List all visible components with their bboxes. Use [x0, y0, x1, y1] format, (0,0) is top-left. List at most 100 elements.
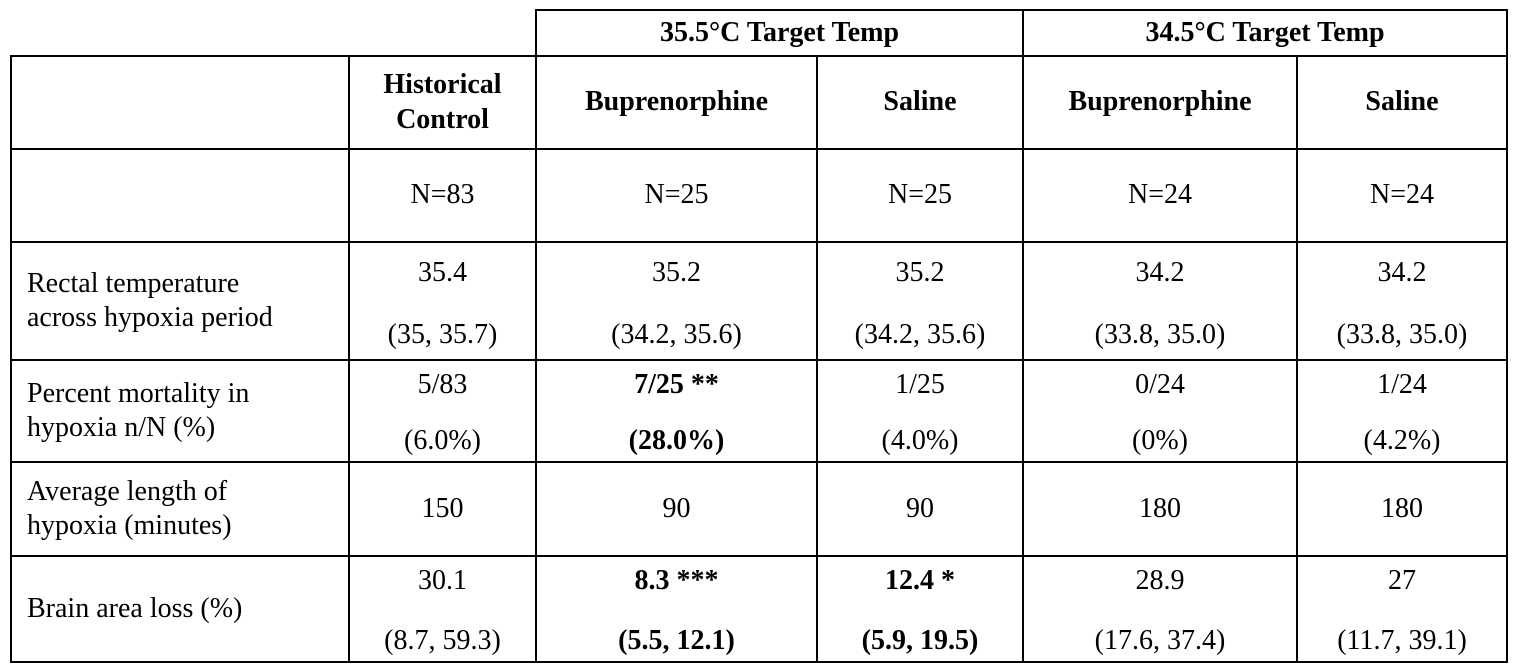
row-label-rectal-temperature: Rectal temperature across hypoxia period	[10, 242, 349, 360]
cell-value: 180	[1381, 492, 1423, 524]
data-cell: 28.9 (17.6, 37.4)	[1023, 556, 1297, 662]
n-value: N=24	[1369, 179, 1434, 211]
grid-line-header	[10, 55, 1508, 57]
row-label-line: across hypoxia period	[27, 302, 273, 333]
cell-percent: (6.0%)	[404, 424, 481, 456]
cell-value: 12.4 *	[885, 565, 955, 596]
cell-interval: (34.2, 35.6)	[854, 318, 986, 350]
n-value: N=24	[1127, 179, 1192, 211]
data-cell: 1/25 (4.0%)	[817, 360, 1023, 462]
cell-interval: (35, 35.7)	[387, 318, 498, 350]
grid-line-col	[1296, 55, 1298, 663]
cell-interval: (33.8, 35.0)	[1336, 318, 1468, 350]
cell-value: 28.9	[1135, 565, 1185, 596]
data-cell: 0/24 (0%)	[1023, 360, 1297, 462]
data-cell: 5/83 (6.0%)	[349, 360, 536, 462]
grid-line-col	[816, 55, 818, 663]
row-label-brain-area-loss: Brain area loss (%)	[10, 556, 349, 662]
column-header-label: Saline	[1365, 86, 1439, 118]
row-label-average-length: Average length of hypoxia (minutes)	[10, 462, 349, 556]
cell-value: 90	[662, 492, 691, 524]
column-header-label: Buprenorphine	[1068, 86, 1252, 118]
cell-value: 8.3 ***	[634, 565, 719, 596]
column-header-historical-control: Historical Control	[349, 56, 536, 149]
column-header-buprenorphine-34-5: Buprenorphine	[1023, 56, 1297, 149]
row-label-line: Rectal temperature	[27, 267, 240, 299]
cell-value: 27	[1388, 565, 1416, 596]
grid-line-col	[535, 9, 537, 663]
column-header-line: Historical	[383, 69, 502, 101]
cell-interval: (11.7, 39.1)	[1337, 624, 1467, 656]
n-value: N=25	[887, 179, 952, 211]
cell-value: 0/24	[1135, 369, 1185, 400]
cell-value: 90	[906, 492, 934, 524]
cell-value: 35.2	[652, 257, 701, 288]
group-header-35-5: 35.5°C Target Temp	[536, 10, 1023, 56]
cell-value: 30.1	[418, 565, 467, 596]
grid-line-row	[10, 359, 1508, 361]
data-cell: 30.1 (8.7, 59.3)	[349, 556, 536, 662]
data-cell: 1/24 (4.2%)	[1297, 360, 1507, 462]
group-header-label: 35.5°C Target Temp	[659, 16, 900, 48]
grid-line-row	[10, 555, 1508, 557]
row-label-line: Brain area loss (%)	[27, 592, 243, 624]
cell-interval: (33.8, 35.0)	[1094, 318, 1226, 350]
cell-value: 34.2	[1135, 257, 1185, 288]
n-value: N=83	[410, 179, 475, 211]
group-header-34-5: 34.5°C Target Temp	[1023, 10, 1507, 56]
cell-value: 1/25	[895, 369, 945, 400]
data-cell-significant: 7/25 ** (28.0%)	[536, 360, 817, 462]
grid-line-row	[10, 241, 1508, 243]
cell-percent: (28.0%)	[628, 424, 725, 456]
column-header-saline-34-5: Saline	[1297, 56, 1507, 149]
grid-line-bottom	[10, 661, 1508, 663]
cell-percent: (4.0%)	[881, 424, 959, 456]
data-cell-significant: 12.4 * (5.9, 19.5)	[817, 556, 1023, 662]
grid-line-left	[10, 55, 12, 663]
column-header-buprenorphine-35-5: Buprenorphine	[536, 56, 817, 149]
cell-interval: (5.5, 12.1)	[618, 624, 735, 656]
data-cell: 34.2 (33.8, 35.0)	[1023, 242, 1297, 360]
cell-value: 7/25 **	[634, 369, 719, 400]
row-label-percent-mortality: Percent mortality in hypoxia n/N (%)	[10, 360, 349, 462]
data-cell: 35.2 (34.2, 35.6)	[536, 242, 817, 360]
data-cell: 35.4 (35, 35.7)	[349, 242, 536, 360]
data-cell: 90	[536, 462, 817, 556]
cell-percent: (0%)	[1132, 424, 1188, 456]
data-cell: 90	[817, 462, 1023, 556]
cell-value: 1/24	[1377, 369, 1427, 400]
data-cell: 35.2 (34.2, 35.6)	[817, 242, 1023, 360]
column-header-label: Buprenorphine	[584, 86, 769, 118]
data-cell: 150	[349, 462, 536, 556]
column-header-label: Saline	[883, 86, 957, 118]
cell-value: 150	[421, 492, 464, 524]
cell-value: 35.2	[895, 257, 945, 288]
data-cell: 180	[1297, 462, 1507, 556]
grid-line-row	[10, 148, 1508, 150]
row-label-line: Percent mortality in	[27, 377, 250, 409]
row-label-line: hypoxia n/N (%)	[27, 412, 216, 443]
column-header-line: Control	[396, 103, 489, 135]
row-label-line: Average length of	[27, 475, 228, 507]
data-cell: 27 (11.7, 39.1)	[1297, 556, 1507, 662]
n-cell: N=24	[1023, 149, 1297, 242]
cell-percent: (4.2%)	[1363, 424, 1441, 456]
n-cell: N=25	[817, 149, 1023, 242]
cell-value: 34.2	[1377, 257, 1427, 288]
cell-interval: (5.9, 19.5)	[861, 624, 979, 656]
cell-value: 180	[1139, 492, 1181, 524]
grid-line-col	[348, 55, 350, 663]
data-cell: 180	[1023, 462, 1297, 556]
grid-line-right	[1506, 9, 1508, 663]
grid-line-col	[1022, 9, 1024, 663]
cell-interval: (8.7, 59.3)	[384, 624, 501, 656]
n-cell: N=83	[349, 149, 536, 242]
cell-interval: (17.6, 37.4)	[1094, 624, 1226, 656]
cell-value: 5/83	[417, 369, 468, 400]
cell-interval: (34.2, 35.6)	[611, 318, 742, 350]
n-value: N=25	[644, 179, 709, 211]
data-cell-significant: 8.3 *** (5.5, 12.1)	[536, 556, 817, 662]
column-header-saline-35-5: Saline	[817, 56, 1023, 149]
grid-line-row	[10, 461, 1508, 463]
